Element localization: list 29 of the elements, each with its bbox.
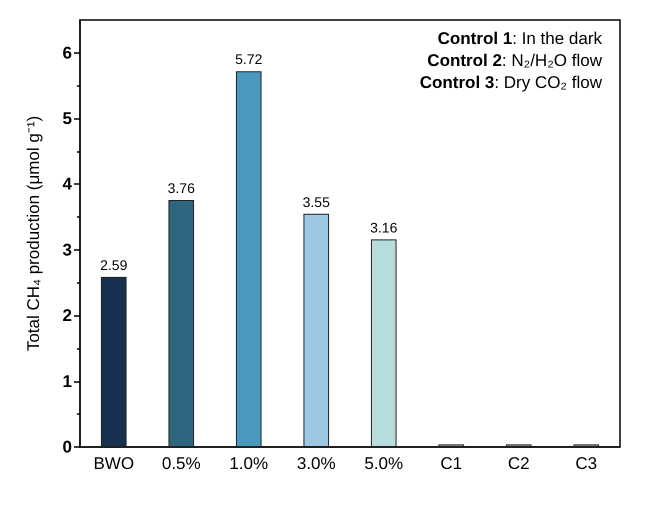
x-tick-label: C1 <box>440 454 462 473</box>
bar <box>168 200 194 447</box>
x-tick-label: 5.0% <box>364 454 404 473</box>
y-tick-label: 2 <box>62 306 72 326</box>
bar <box>236 71 262 447</box>
y-tick-label: 5 <box>62 109 72 128</box>
annotation: Control 2: N₂/H₂O flow <box>427 51 603 70</box>
data-label: 3.55 <box>302 194 330 210</box>
x-tick-label: BWO <box>93 454 134 473</box>
bar <box>370 239 397 447</box>
y-tick-label: 3 <box>62 240 72 260</box>
data-label: 5.72 <box>235 51 263 68</box>
data-label: 3.16 <box>370 219 398 236</box>
y-tick-label: 0 <box>62 438 72 456</box>
y-tick-label: 6 <box>62 43 72 62</box>
x-tick-label: 3.0% <box>296 454 336 473</box>
data-label: 3.76 <box>168 180 196 196</box>
y-tick-label: 1 <box>62 372 72 391</box>
y-tick-label: 4 <box>62 174 73 194</box>
x-tick-label: C3 <box>575 454 598 473</box>
x-tick-label: 0.5% <box>162 454 201 473</box>
bar <box>303 214 330 447</box>
y-axis-title: Total CH₄ production (μmol g⁻¹) <box>24 116 43 352</box>
x-tick-label: C2 <box>508 454 530 473</box>
bar <box>100 276 127 447</box>
data-label: 2.59 <box>100 256 128 273</box>
annotation: Control 3: Dry CO₂ flow <box>420 73 603 92</box>
x-tick-label: 1.0% <box>229 454 268 473</box>
annotation: Control 1: In the dark <box>438 29 602 48</box>
